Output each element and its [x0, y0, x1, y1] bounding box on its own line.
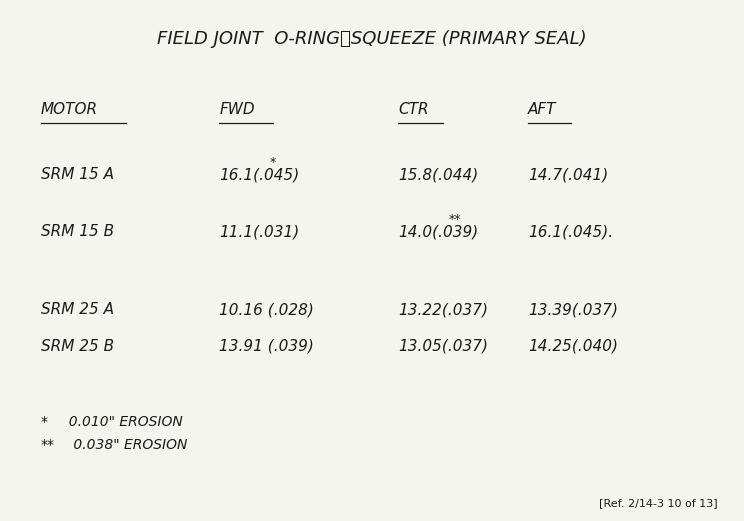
Text: SRM 15 A: SRM 15 A [41, 167, 114, 182]
Text: 16.1(.045): 16.1(.045) [219, 167, 300, 182]
Text: *: * [41, 415, 48, 429]
Text: FWD: FWD [219, 102, 255, 117]
Text: 15.8(.044): 15.8(.044) [398, 167, 478, 182]
Text: 11.1(.031): 11.1(.031) [219, 225, 300, 239]
Text: 13.39(.037): 13.39(.037) [528, 303, 618, 317]
Text: SRM 15 B: SRM 15 B [41, 225, 114, 239]
Text: 13.22(.037): 13.22(.037) [398, 303, 488, 317]
Text: 0.038" EROSION: 0.038" EROSION [69, 439, 187, 452]
Text: **: ** [41, 439, 55, 452]
Text: 13.05(.037): 13.05(.037) [398, 339, 488, 354]
Text: 14.25(.040): 14.25(.040) [528, 339, 618, 354]
Text: 0.010" EROSION: 0.010" EROSION [60, 415, 182, 429]
Text: SRM 25 B: SRM 25 B [41, 339, 114, 354]
Text: 10.16 (.028): 10.16 (.028) [219, 303, 315, 317]
Text: **: ** [449, 214, 461, 226]
Text: AFT: AFT [528, 102, 557, 117]
Text: 16.1(.045).: 16.1(.045). [528, 225, 613, 239]
Text: 14.0(.039): 14.0(.039) [398, 225, 478, 239]
Text: 13.91 (.039): 13.91 (.039) [219, 339, 315, 354]
Text: FIELD JOINT  O-RING⌢SQUEEZE (PRIMARY SEAL): FIELD JOINT O-RING⌢SQUEEZE (PRIMARY SEAL… [157, 30, 587, 48]
Text: SRM 25 A: SRM 25 A [41, 303, 114, 317]
Text: 14.7(.041): 14.7(.041) [528, 167, 609, 182]
Text: [Ref. 2/14-3 10 of 13]: [Ref. 2/14-3 10 of 13] [600, 498, 718, 508]
Text: CTR: CTR [398, 102, 429, 117]
Text: MOTOR: MOTOR [41, 102, 98, 117]
Text: *: * [270, 156, 276, 169]
